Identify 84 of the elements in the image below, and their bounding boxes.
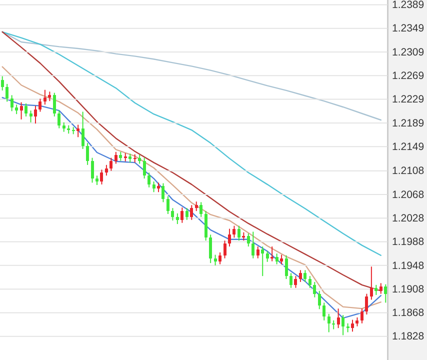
y-tick-label: 1.2068 — [392, 188, 424, 201]
candlestick — [15, 104, 18, 115]
candlestick — [176, 212, 179, 225]
candlestick — [142, 157, 146, 180]
y-tick-label: 1.1948 — [392, 260, 424, 272]
candlestick — [171, 208, 174, 221]
candlestick — [223, 240, 226, 259]
candlestick — [43, 89, 46, 106]
candlestick — [322, 302, 326, 321]
candlestick — [204, 210, 208, 242]
candlestick — [218, 252, 222, 265]
candlestick — [290, 272, 292, 288]
candlestick — [6, 83, 9, 102]
candlestick — [308, 276, 312, 288]
y-tick-label: 1.2309 — [392, 46, 424, 58]
candlestick — [114, 151, 118, 164]
candlestick — [336, 308, 340, 329]
candlestick — [327, 313, 330, 333]
candlestick — [100, 169, 104, 185]
candlestick — [237, 225, 240, 242]
candlestick — [228, 228, 231, 247]
candlestick — [48, 91, 52, 102]
candlestick — [180, 206, 184, 224]
candlestick — [81, 111, 84, 150]
candlestick — [351, 319, 354, 332]
candlestick — [162, 182, 165, 203]
y-tick-label: 1.2229 — [392, 94, 424, 106]
y-tick-label: 1.1868 — [392, 307, 424, 320]
candlestick — [209, 234, 212, 264]
y-tick-label: 1.1908 — [392, 283, 424, 296]
y-tick-label: 1.2028 — [392, 212, 424, 224]
candlestick — [104, 164, 108, 176]
candlestick — [20, 102, 23, 120]
y-tick-label: 1.2108 — [392, 165, 424, 178]
candlestick — [185, 208, 188, 220]
candlestick — [58, 110, 61, 129]
candlestick — [200, 202, 203, 218]
candlestick — [370, 266, 373, 300]
candlestick — [261, 246, 264, 277]
candlestick — [252, 231, 255, 259]
candlestick — [313, 281, 316, 298]
candlestick — [298, 270, 302, 282]
candlestick — [194, 201, 198, 212]
candlestick — [110, 157, 113, 172]
candlestick — [152, 180, 156, 193]
candlestick — [90, 157, 94, 184]
candlestick — [148, 172, 151, 188]
candlestick — [52, 92, 56, 117]
candlestick — [360, 308, 364, 324]
candlestick — [24, 102, 28, 117]
candlestick — [275, 253, 278, 265]
candlestick — [266, 250, 269, 262]
candlestick — [157, 182, 160, 193]
y-tick-label: 1.2389 — [392, 0, 424, 12]
candlestick — [284, 254, 288, 280]
y-tick-label: 1.2149 — [392, 140, 424, 153]
candlestick — [379, 282, 382, 294]
candlestick — [190, 204, 194, 220]
y-tick-label: 1.2349 — [392, 22, 424, 35]
candlestick — [304, 270, 307, 282]
candlestick — [166, 196, 170, 214]
candlestick — [29, 110, 32, 123]
candlestick — [280, 254, 284, 265]
candlestick — [214, 254, 217, 266]
candlestick — [374, 284, 378, 296]
candlestick — [270, 246, 274, 262]
candlestick — [86, 142, 90, 166]
y-tick-label: 1.2269 — [392, 70, 424, 82]
candlestick — [62, 122, 66, 132]
y-tick-label: 1.1988 — [392, 236, 424, 248]
y-tick-label: 1.1828 — [392, 330, 424, 343]
candlestick — [318, 290, 321, 310]
candlestick — [34, 105, 37, 124]
candlestick — [232, 225, 236, 238]
candlestick — [96, 175, 98, 186]
candlestick — [0, 76, 4, 91]
candlestick — [10, 94, 14, 112]
candlestick — [365, 293, 368, 315]
y-tick-label: 1.2189 — [392, 117, 424, 130]
candlestick — [246, 233, 250, 247]
candlestick — [38, 98, 42, 112]
candlestick — [256, 246, 260, 259]
candlestick — [294, 276, 298, 288]
candlestick — [342, 314, 345, 336]
